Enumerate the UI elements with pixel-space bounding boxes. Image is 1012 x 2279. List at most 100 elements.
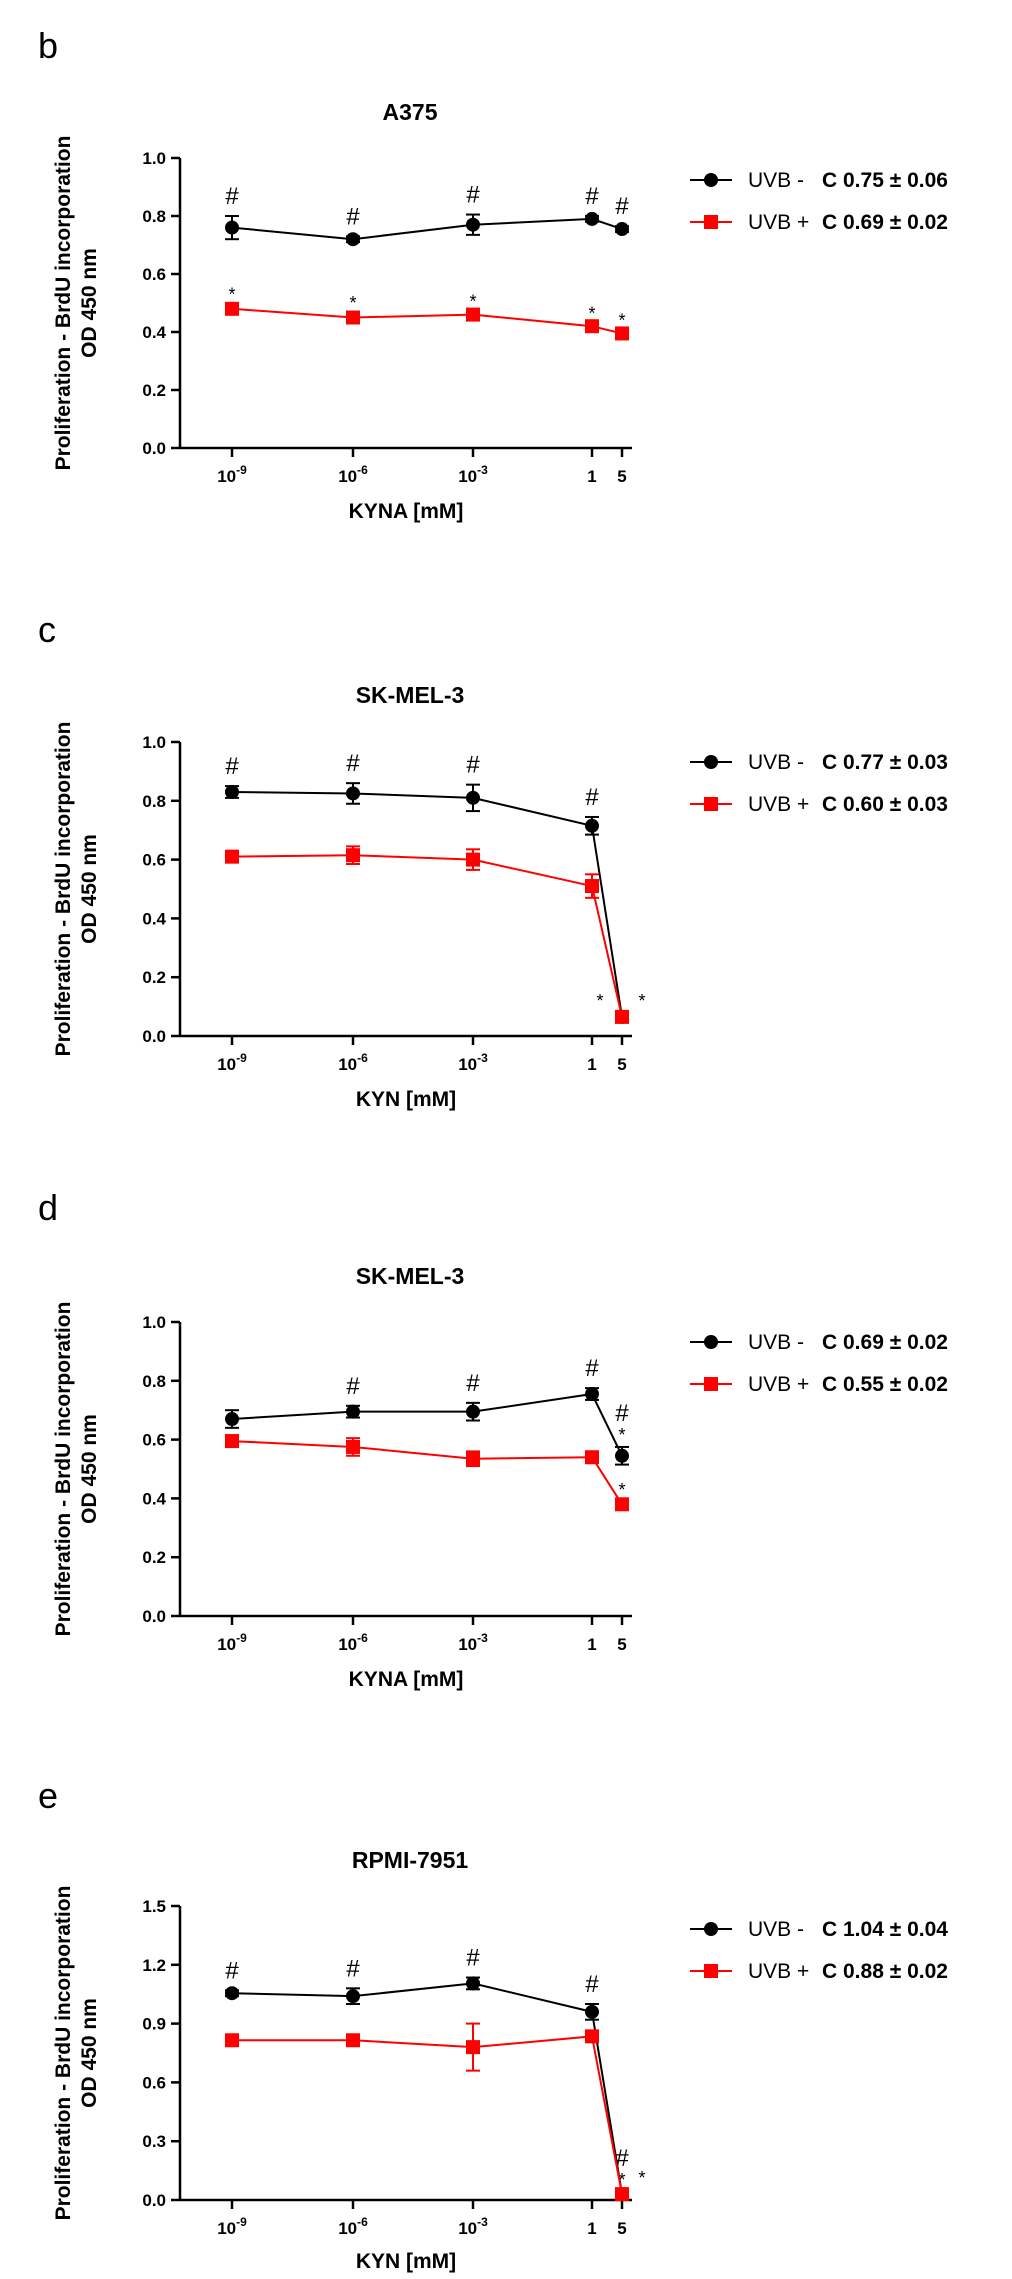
data-point xyxy=(346,1439,360,1454)
data-point xyxy=(615,326,629,341)
data-point xyxy=(346,232,360,247)
x-tick-label: 1 xyxy=(587,467,596,486)
y-axis-label-unit: OD 450 nm xyxy=(78,1998,101,2108)
data-point xyxy=(585,879,599,894)
panel-letter: e xyxy=(38,1775,58,1816)
x-tick-label: 1 xyxy=(587,1055,596,1074)
legend-label: UVB - xyxy=(748,1918,804,1941)
series-line xyxy=(231,790,623,1018)
x-tick-label: 10-3 xyxy=(458,1051,488,1074)
y-tick-label: 1.2 xyxy=(142,1956,166,1975)
x-tick-label: 5 xyxy=(617,2219,626,2238)
legend-label: UVB - xyxy=(748,169,804,192)
data-point xyxy=(346,2033,360,2048)
significance-marker: # xyxy=(346,750,360,777)
x-axis-label: KYNA [mM] xyxy=(349,1668,464,1691)
data-point xyxy=(466,790,480,805)
legend-marker xyxy=(704,797,718,811)
significance-marker: * xyxy=(618,1425,625,1445)
chart-panel-d: d SK-MEL-3 0.0 0.2 0.4 0.6 0.8 1.0 10-9 10-6 10-3 1… xyxy=(38,1187,948,1691)
significance-marker: * xyxy=(228,284,235,304)
x-tick-label: 10-3 xyxy=(458,1631,488,1654)
significance-marker: # xyxy=(466,1370,480,1397)
chart-panel-b: b A375 0.0 0.2 0.4 0.6 0.8 1.0 10-9 10-6 10-3 1 5 KYN… xyxy=(38,25,948,523)
series-uvb-minus: # # # # # xyxy=(225,182,629,247)
significance-marker: * xyxy=(596,991,603,1011)
data-point xyxy=(466,1404,480,1419)
series-line xyxy=(231,217,623,241)
x-tick-label: 1 xyxy=(587,1635,596,1654)
legend-label: UVB + xyxy=(748,793,809,816)
significance-marker: * xyxy=(618,2170,625,2190)
y-axis-label: Proliferation - BrdU incorporation xyxy=(52,1886,75,2221)
y-axis-label-unit: OD 450 nm xyxy=(78,834,101,944)
significance-marker: * xyxy=(349,293,356,313)
x-tick-label: 5 xyxy=(617,467,626,486)
significance-marker: * xyxy=(638,991,645,1011)
x-tick-label: 10-3 xyxy=(458,2215,488,2238)
series-uvb-minus: ####* xyxy=(225,1355,629,1466)
y-tick-label: 0.4 xyxy=(142,909,166,928)
significance-marker: # xyxy=(585,183,599,210)
x-axis-label: KYN [mM] xyxy=(356,1088,456,1111)
data-point xyxy=(585,2004,599,2019)
significance-marker: # xyxy=(585,1355,599,1382)
chart-title: SK-MEL-3 xyxy=(356,682,465,708)
data-point xyxy=(615,1497,629,1512)
chart-title: RPMI-7951 xyxy=(352,1847,469,1873)
y-tick-label: 0.8 xyxy=(142,207,166,226)
panel-letter: d xyxy=(38,1187,58,1228)
x-tick-label: 10-3 xyxy=(458,463,488,486)
x-tick-label: 10-6 xyxy=(338,1631,368,1654)
legend-control-value: C 0.69 ± 0.02 xyxy=(822,1331,948,1354)
legend-control-value: C 1.04 ± 0.04 xyxy=(822,1918,948,1941)
panel-letter: c xyxy=(38,609,56,650)
y-tick-label: 0.4 xyxy=(142,1489,166,1508)
data-point xyxy=(225,220,239,235)
legend-control-value: C 0.88 ± 0.02 xyxy=(822,1960,948,1983)
x-tick-label: 10-6 xyxy=(338,463,368,486)
series-line xyxy=(231,854,623,1018)
data-point xyxy=(585,818,599,833)
y-tick-label: 0.0 xyxy=(142,1607,166,1626)
x-axis-label: KYN [mM] xyxy=(356,2250,456,2273)
x-tick-label: 10-9 xyxy=(217,1051,247,1074)
significance-marker: # xyxy=(466,752,480,779)
data-point xyxy=(346,786,360,801)
data-point xyxy=(225,1434,239,1449)
y-axis-label-unit: OD 450 nm xyxy=(78,248,101,358)
y-tick-label: 0.6 xyxy=(142,851,166,870)
y-tick-label: 0.3 xyxy=(142,2132,166,2151)
chart-title: A375 xyxy=(383,99,438,125)
series-line xyxy=(232,2035,623,2195)
x-tick-label: 10-6 xyxy=(338,1051,368,1074)
data-point xyxy=(346,848,360,863)
significance-marker: * xyxy=(588,303,595,323)
data-point xyxy=(466,307,480,322)
series-line xyxy=(231,1440,623,1505)
series-line xyxy=(231,307,623,335)
legend-label: UVB - xyxy=(748,751,804,774)
legend-control-value: C 0.69 ± 0.02 xyxy=(822,211,948,234)
legend-marker xyxy=(704,1335,718,1349)
x-tick-label: 5 xyxy=(617,1635,626,1654)
data-point xyxy=(466,1976,480,1991)
x-tick-label: 10-9 xyxy=(217,1631,247,1654)
x-tick-label: 10-9 xyxy=(217,2215,247,2238)
data-point xyxy=(615,2187,629,2202)
legend-marker xyxy=(704,215,718,229)
data-point xyxy=(346,1404,360,1419)
significance-marker: * xyxy=(618,311,625,331)
y-tick-label: 0.0 xyxy=(142,2191,166,2210)
data-point xyxy=(466,2040,480,2055)
x-tick-label: 10-9 xyxy=(217,463,247,486)
y-tick-label: 0.8 xyxy=(142,1372,166,1391)
data-point xyxy=(346,310,360,325)
series-uvb-plus: * xyxy=(225,1434,629,1512)
y-tick-label: 1.0 xyxy=(142,149,166,168)
y-axis-label: Proliferation - BrdU incorporation xyxy=(52,136,75,471)
data-point xyxy=(466,217,480,232)
data-point xyxy=(615,222,629,237)
data-point xyxy=(615,1009,629,1024)
